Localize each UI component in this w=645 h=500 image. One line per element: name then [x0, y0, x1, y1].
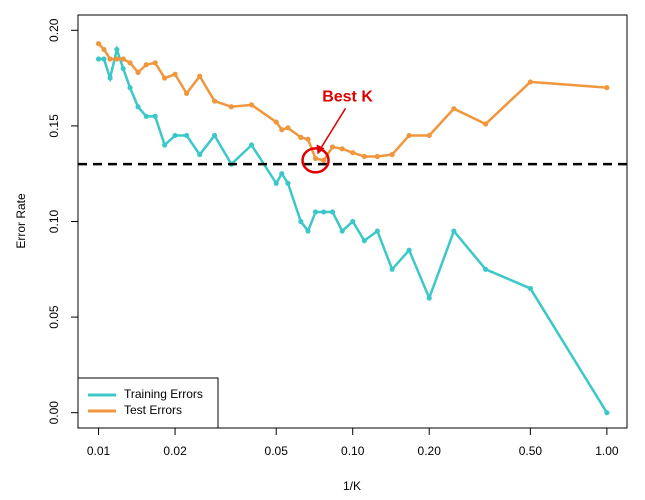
data-point: [279, 171, 285, 177]
x-tick-label: 0.10: [341, 444, 365, 458]
data-point: [211, 98, 218, 104]
data-point: [211, 132, 218, 139]
data-point: [273, 119, 279, 125]
data-point: [451, 106, 457, 112]
data-point: [361, 238, 367, 244]
data-point: [172, 71, 178, 77]
data-point: [152, 113, 158, 119]
data-point: [101, 46, 107, 53]
x-tick-label: 0.20: [418, 444, 442, 458]
data-point: [389, 151, 395, 158]
data-point: [143, 62, 149, 68]
data-point: [350, 218, 356, 225]
x-tick-label: 0.50: [519, 444, 543, 458]
y-tick-label: 0.10: [47, 209, 61, 233]
data-point: [406, 132, 412, 139]
data-point: [361, 153, 367, 160]
y-tick-label: 0.20: [47, 18, 61, 42]
data-point: [483, 121, 489, 127]
data-point: [312, 155, 319, 162]
data-point: [350, 150, 356, 156]
y-axis-title: Error Rate: [14, 193, 28, 249]
data-point: [339, 228, 345, 234]
data-point: [339, 146, 345, 152]
y-tick-label: 0.05: [47, 305, 61, 329]
data-point: [197, 151, 203, 158]
annotation-arrow: [318, 107, 347, 151]
annotation-arrowhead: [316, 144, 325, 155]
data-point: [374, 228, 380, 234]
x-tick-label: 0.01: [87, 444, 111, 458]
legend-label: Training Errors: [124, 387, 203, 401]
data-point: [527, 285, 533, 292]
data-point: [298, 134, 304, 140]
data-point: [527, 79, 533, 85]
data-point: [107, 56, 113, 62]
data-point: [406, 247, 412, 253]
data-point: [162, 142, 168, 148]
data-point: [298, 218, 304, 225]
data-point: [127, 60, 133, 66]
data-point: [312, 209, 319, 215]
y-tick-label: 0.00: [47, 401, 61, 425]
x-tick-label: 0.05: [265, 444, 289, 458]
data-point: [95, 41, 102, 47]
data-point: [426, 295, 432, 301]
data-point: [273, 180, 279, 186]
x-axis-title: 1/K: [343, 479, 361, 493]
data-point: [197, 73, 203, 79]
annotation-label: Best K: [322, 89, 373, 106]
data-point: [248, 142, 255, 148]
data-point: [321, 209, 327, 215]
data-point: [329, 209, 336, 215]
data-point: [248, 102, 255, 108]
data-point: [114, 46, 120, 53]
data-point: [162, 75, 168, 81]
data-point: [305, 136, 311, 142]
data-point: [279, 127, 285, 133]
x-tick-label: 0.02: [163, 444, 187, 458]
data-point: [228, 104, 234, 110]
data-point: [321, 157, 327, 163]
data-point: [135, 104, 141, 110]
data-point: [95, 56, 102, 62]
data-point: [120, 65, 126, 72]
data-point: [183, 90, 190, 96]
data-point: [483, 266, 489, 272]
y-tick-label: 0.15: [47, 114, 61, 138]
data-point: [172, 132, 178, 139]
legend-label: Test Errors: [124, 403, 182, 417]
data-point: [329, 144, 336, 150]
data-point: [604, 410, 610, 416]
data-point: [135, 69, 141, 75]
data-point: [285, 125, 291, 131]
data-point: [183, 132, 190, 139]
data-point: [143, 113, 149, 119]
data-point: [305, 228, 311, 234]
data-point: [101, 56, 107, 62]
data-point: [426, 132, 432, 139]
data-point: [120, 56, 126, 62]
data-point: [451, 228, 457, 234]
data-point: [604, 85, 610, 91]
data-point: [152, 60, 158, 66]
x-tick-label: 1.00: [595, 444, 619, 458]
data-point: [389, 266, 395, 272]
data-point: [107, 75, 113, 81]
data-point: [285, 180, 291, 186]
legend-box: [77, 377, 219, 429]
data-point: [127, 85, 133, 91]
annotation-circle: [301, 147, 330, 174]
data-point: [114, 56, 120, 62]
data-point: [374, 153, 380, 160]
